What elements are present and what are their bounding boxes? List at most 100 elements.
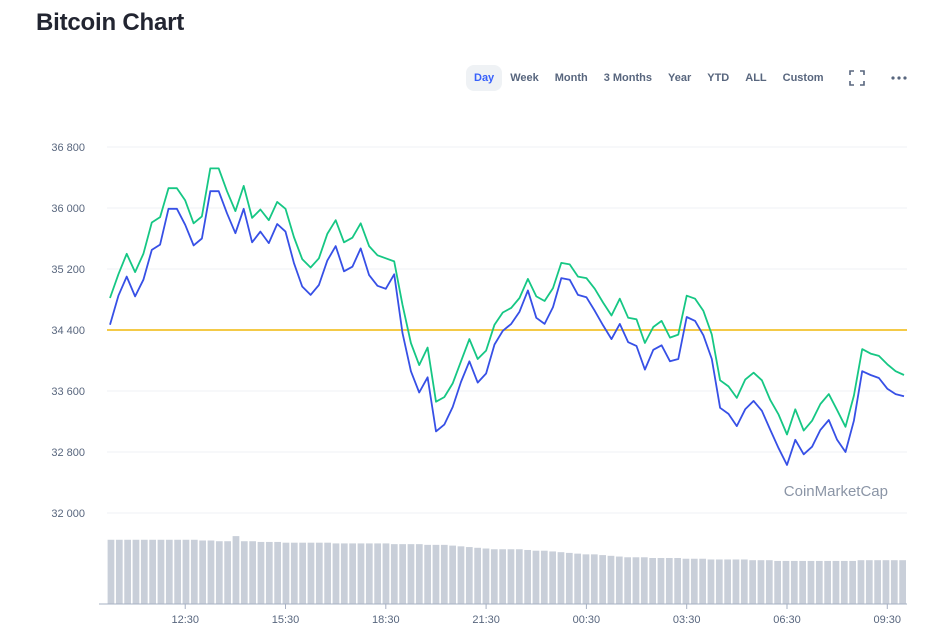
volume-bar [340,543,348,604]
volume-bar [307,542,315,604]
volume-bar [165,539,173,604]
range-button-day[interactable]: Day [466,65,503,91]
volume-bar [415,544,423,604]
watermark: CoinMarketCap [784,483,888,500]
volume-bar [599,555,606,604]
y-tick-label: 32 800 [51,447,85,459]
x-tick-label: 21:30 [472,614,500,626]
x-tick-label: 12:30 [171,614,199,626]
volume-bar [524,549,531,604]
volume-bar [582,554,590,604]
volume-bar [215,541,223,604]
range-button-3-months[interactable]: 3 Months [603,72,652,84]
volume-bar [624,557,631,604]
volume-bar [749,560,756,604]
y-tick-label: 32 000 [51,508,85,520]
volume-bar [757,560,765,604]
volume-bar [674,558,681,604]
volume-bar [640,557,648,604]
volume-bar [715,559,723,604]
volume-bar [224,541,231,604]
range-button-ytd[interactable]: YTD [707,72,730,84]
y-tick-label: 34 400 [51,325,85,337]
volume-bar [632,557,640,604]
volume-bar [299,542,306,604]
volume-bar [132,539,140,604]
fullscreen-icon [849,70,865,86]
volume-bar [774,560,781,604]
volume-bar [765,560,773,604]
range-button-week[interactable]: Week [510,72,539,84]
volume-bar [399,544,406,604]
volume-bar [540,550,548,604]
volume-bar [190,539,198,604]
volume-bar [557,552,565,604]
volume-bar [682,558,690,604]
volume-bar [282,542,290,604]
volume-bar [549,551,556,604]
volume-bar [440,544,448,604]
volume-bar [349,543,356,604]
green-series-line [109,167,905,436]
more-icon [891,76,907,80]
volume-bar [240,541,248,604]
range-button-custom[interactable]: Custom [782,72,824,84]
range-button-year[interactable]: Year [668,72,692,84]
more-button[interactable] [889,68,909,88]
volume-bar [807,560,815,604]
range-button-all[interactable]: ALL [745,72,767,84]
x-tick-label: 00:30 [573,614,601,626]
volume-bar [865,560,873,604]
volume-bar [315,542,323,604]
volume-bar [565,552,573,604]
volume-bar [782,560,790,604]
volume-bar [824,560,831,604]
x-tick-label: 18:30 [372,614,400,626]
volume-bar [815,560,823,604]
volume-bar [532,550,540,604]
volume-bar [474,547,481,604]
volume-bar [149,539,156,604]
page-title: Bitcoin Chart [36,9,185,36]
x-tick-label: 03:30 [673,614,701,626]
volume-bar [899,560,906,604]
volume-bar [382,543,390,604]
volume-bar [465,547,473,604]
volume-bar [432,544,440,604]
volume-bar [649,558,656,604]
volume-bar [140,539,148,604]
volume-bar [590,554,598,604]
volume-bar [424,544,431,604]
range-button-month[interactable]: Month [554,72,588,84]
volume-bar [615,556,623,604]
x-tick-label: 15:30 [272,614,300,626]
volume-bar [265,541,273,604]
x-tick-label: 09:30 [874,614,902,626]
volume-bar [182,539,190,604]
volume-bar [840,560,848,604]
y-tick-label: 36 000 [51,203,85,215]
volume-bar [832,560,840,604]
volume-bar [390,544,398,604]
volume-bar [799,560,806,604]
volume-bar [249,541,256,604]
blue-series-line [109,190,905,466]
volume-bar [157,539,165,604]
volume-bar [507,549,515,604]
volume-bar [607,555,615,604]
volume-bar [732,559,740,604]
volume-bar [790,560,798,604]
volume-bar [882,560,890,604]
volume-bar [890,560,898,604]
volume-bar [574,553,581,604]
volume-bar [407,544,415,604]
volume-bar [740,559,748,604]
fullscreen-button[interactable] [847,68,867,88]
volume-bar [657,558,665,604]
volume-bar [699,558,706,604]
volume-bar [665,558,673,604]
volume-bar [849,560,856,604]
volume-bar [724,559,731,604]
volume-bar [232,536,240,604]
